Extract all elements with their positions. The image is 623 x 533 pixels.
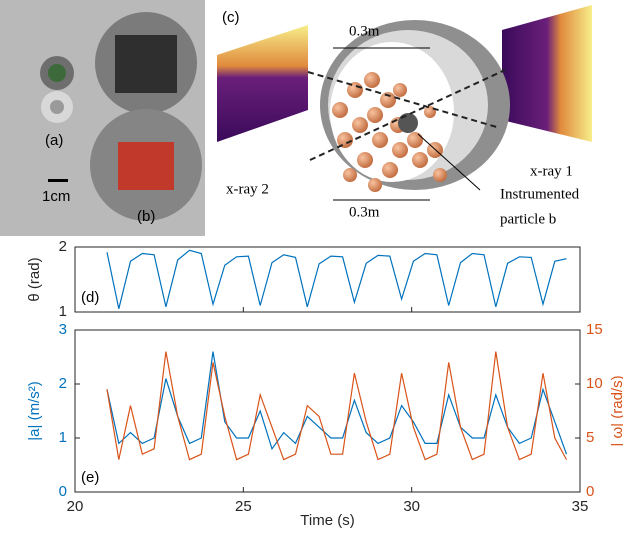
x-tick-label: 35 xyxy=(572,498,589,515)
y-tick-label: 1 xyxy=(59,303,67,320)
drum xyxy=(308,20,510,200)
panel-label: (a) xyxy=(45,132,63,149)
y2-tick-label: 10 xyxy=(586,375,603,392)
plot-frame xyxy=(75,330,580,492)
y2-tick-label: 15 xyxy=(586,321,603,338)
dimension-label: 0.3m xyxy=(349,23,380,39)
plot-frame xyxy=(75,247,580,312)
xray-label: x-ray 1 xyxy=(530,163,573,179)
y-axis-label: |a| (m/s²) xyxy=(26,381,43,440)
annotation: particle b xyxy=(500,211,556,227)
series-line xyxy=(107,352,567,455)
series-line xyxy=(107,352,567,460)
annotation: Instrumented xyxy=(500,186,580,202)
x-tick-label: 25 xyxy=(235,498,252,515)
series-line xyxy=(107,250,567,308)
panel-label: (b) xyxy=(137,208,155,225)
x-axis-label: Time (s) xyxy=(300,512,354,528)
figure: (a) (b) 1cm (c) 0.3m 0.3m x-ray 2 x-ray … xyxy=(0,0,623,528)
y-tick-label: 0 xyxy=(59,483,67,500)
y-tick-label: 2 xyxy=(59,375,67,392)
xray-label: x-ray 2 xyxy=(226,181,269,197)
x-tick-label: 20 xyxy=(67,498,84,515)
y-tick-label: 2 xyxy=(59,238,67,255)
x-tick-label: 30 xyxy=(403,498,420,515)
y2-axis-label: | ω| (rad/s) xyxy=(609,375,623,446)
y-tick-label: 3 xyxy=(59,321,67,338)
y2-tick-label: 5 xyxy=(586,429,594,446)
y2-tick-label: 0 xyxy=(586,483,594,500)
y-tick-label: 1 xyxy=(59,429,67,446)
y-axis-label: θ (rad) xyxy=(26,257,43,301)
scale-label: 1cm xyxy=(42,188,70,205)
panel-label: (c) xyxy=(222,9,240,26)
photo xyxy=(0,0,205,236)
dimension-label: 0.3m xyxy=(349,204,380,220)
panel-label: (d) xyxy=(81,289,99,306)
panel-label: (e) xyxy=(81,469,99,486)
